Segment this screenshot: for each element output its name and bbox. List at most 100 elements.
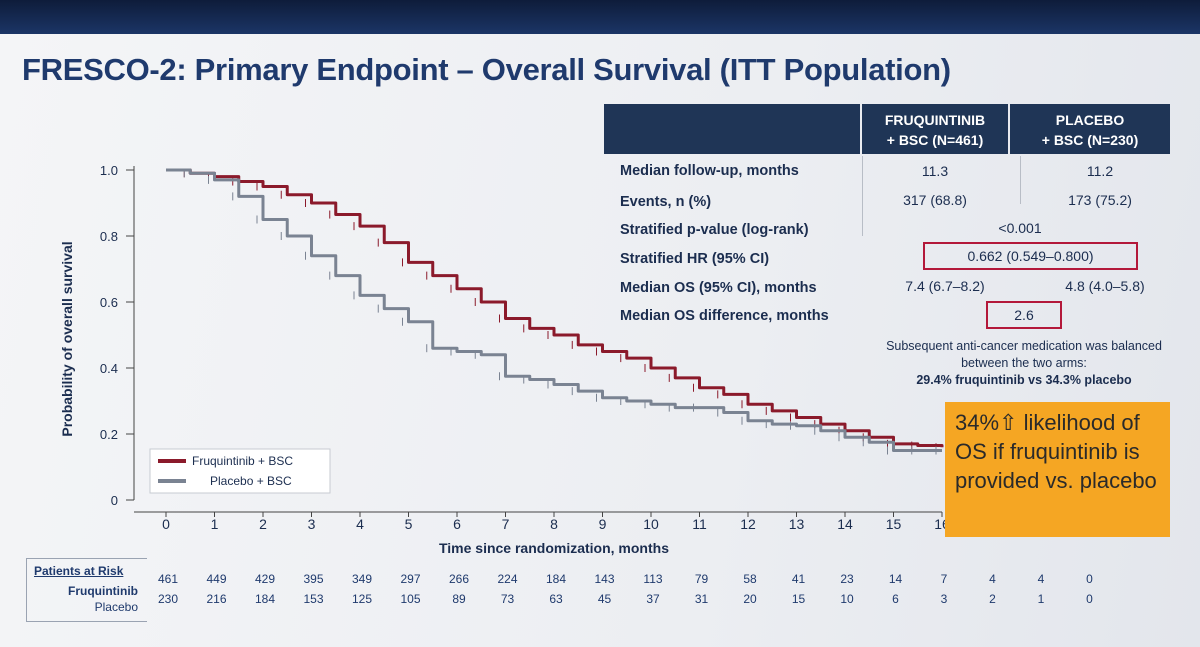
cell-followup-fruq: 11.3 (921, 163, 949, 179)
risk-value: 113 (643, 572, 663, 586)
table-divider-1 (862, 156, 863, 236)
y-tick-label: 0.6 (100, 295, 118, 310)
y-axis-label: Probability of overall survival (59, 241, 75, 436)
legend-label-placebo: Placebo + BSC (210, 474, 292, 488)
y-tick-label: 0 (111, 493, 118, 508)
risk-value: 125 (351, 592, 373, 606)
y-tick-label: 0.2 (100, 427, 118, 442)
risk-value: 73 (500, 592, 515, 606)
risk-value: 63 (549, 592, 563, 606)
risk-row-fruquintinib: 461 449 429 395 349 297 266 224 184 143 113 79 58 41 2… (146, 572, 1096, 588)
risk-value: 31 (694, 592, 709, 606)
risk-value: 58 (743, 572, 757, 586)
table-header-placebo-bg (1010, 104, 1170, 154)
risk-label-placebo: Placebo (94, 600, 138, 614)
x-tick-label: 15 (886, 516, 902, 532)
risk-value: 184 (254, 592, 276, 606)
x-tick-label: 3 (308, 516, 316, 532)
risk-value: 143 (594, 572, 615, 586)
risk-value: 349 (351, 572, 373, 586)
risk-value: 224 (497, 572, 518, 586)
risk-value: 23 (840, 572, 854, 586)
row-label-events: Events, n (%) (620, 194, 712, 210)
subsequent-medication-note: Subsequent anti-cancer medication was ba… (850, 338, 1198, 389)
cell-os-difference: 2.6 (1014, 307, 1034, 323)
risk-value: 45 (597, 592, 612, 606)
risk-value: 7 (940, 572, 948, 586)
risk-value: 14 (888, 572, 903, 586)
risk-value: 79 (694, 572, 709, 586)
row-label-os-difference: Median OS difference, months (620, 308, 829, 324)
x-axis-label: Time since randomization, months (439, 540, 669, 556)
x-tick-label: 1 (211, 516, 219, 532)
risk-value: 184 (545, 572, 567, 586)
x-tick-label: 8 (550, 516, 558, 532)
risk-value: 429 (254, 572, 276, 586)
y-tick-label: 0.8 (100, 229, 118, 244)
chart-axes: 00.20.40.60.81.00 1 2 3 4 5 6 7 8 9 10 11 12 13 14 15 16… (59, 163, 950, 556)
risk-row-placebo: 230 216 184 153 125 105 89 73 63 45 37 31 20 15 10 6 3 2 1… (146, 592, 1096, 608)
y-tick-label: 0.4 (100, 361, 118, 376)
table-header-blank (604, 104, 860, 154)
chart-series (166, 168, 944, 455)
risk-value: 449 (206, 572, 227, 586)
risk-value: 230 (157, 592, 179, 606)
os-likelihood-callout: 34%⇧ likelihood of OS if fruquintinib is… (945, 402, 1170, 537)
hr-highlight-box (923, 242, 1138, 270)
row-label-median-os: Median OS (95% CI), months (620, 280, 817, 296)
x-tick-label: 0 (162, 516, 170, 532)
risk-value: 20 (743, 592, 757, 606)
risk-value: 89 (452, 592, 466, 606)
risk-value: 2 (989, 592, 996, 606)
header-placebo-line1: PLACEBO (1055, 112, 1125, 128)
risk-value: 0 (1086, 572, 1093, 586)
risk-value: 4 (1037, 572, 1045, 586)
risk-value: 3 (940, 592, 948, 606)
note-line-2: between the two arms: (961, 356, 1087, 370)
risk-value: 153 (303, 592, 324, 606)
risk-value: 4 (989, 572, 996, 586)
risk-label-fruquintinib: Fruquintinib (68, 584, 138, 598)
cell-followup-placebo: 11.2 (1086, 163, 1114, 179)
x-tick-label: 6 (453, 516, 461, 532)
x-tick-label: 12 (740, 516, 756, 532)
table-divider-2 (1020, 156, 1021, 204)
os-difference-box (986, 301, 1062, 329)
risk-value: 216 (206, 592, 227, 606)
slide-title: FRESCO-2: Primary Endpoint – Overall Sur… (22, 52, 951, 87)
legend-box (149, 448, 331, 494)
risk-value: 10 (840, 592, 854, 606)
table-header-fruquintinib: FRUQUINTINIB + BSC (N=461) (862, 104, 1008, 154)
row-label-pvalue: Stratified p-value (log-rank) (620, 222, 809, 238)
x-tick-label: 13 (789, 516, 805, 532)
cell-pvalue: <0.001 (998, 220, 1042, 236)
table-header-placebo: PLACEBO + BSC (N=230) (1010, 104, 1170, 154)
risk-table-title: Patients at Risk (34, 564, 124, 578)
risk-value: 0 (1086, 592, 1093, 606)
chart-legend: Fruquintinib + BSC Placebo + BSC (149, 448, 331, 494)
risk-label-box (26, 558, 147, 622)
x-tick-label: 2 (259, 516, 267, 532)
cell-events-placebo: 173 (75.2) (1068, 192, 1132, 208)
x-tick-label: 5 (405, 516, 413, 532)
risk-value: 41 (791, 572, 806, 586)
cell-events-fruq: 317 (68.8) (903, 192, 967, 208)
x-tick-label: 9 (599, 516, 607, 532)
risk-value: 266 (448, 572, 470, 586)
risk-value: 297 (400, 572, 421, 586)
risk-value: 37 (646, 592, 660, 606)
legend-label-fruquintinib: Fruquintinib + BSC (192, 454, 293, 468)
series-line-fruquintinib (166, 168, 944, 448)
x-tick-label: 14 (837, 516, 853, 532)
x-tick-label: 10 (643, 516, 659, 532)
top-bar (0, 0, 1200, 34)
risk-value: 461 (157, 572, 179, 586)
risk-value: 15 (791, 592, 806, 606)
table-header-fruq-bg (862, 104, 1008, 154)
x-tick-label: 7 (502, 516, 510, 532)
risk-value: 1 (1037, 592, 1045, 606)
cell-median-os-fruq: 7.4 (6.7–8.2) (905, 278, 985, 294)
note-line-1: Subsequent anti-cancer medication was ba… (886, 339, 1162, 353)
